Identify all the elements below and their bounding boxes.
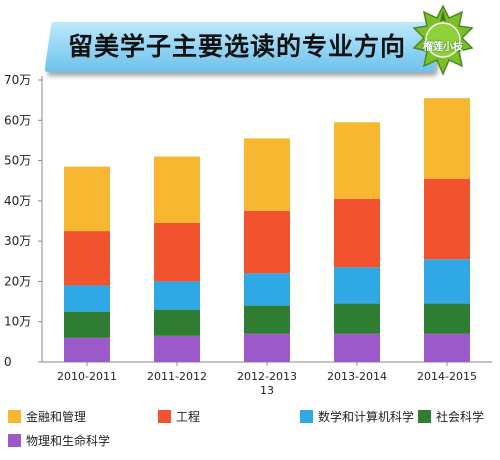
bar-segment [334, 333, 380, 362]
legend-label: 数学和计算机科学 [318, 409, 415, 424]
bar-segment [154, 309, 200, 336]
badge-inner-circle [425, 22, 461, 58]
bar-segment [64, 285, 110, 312]
legend-item: 工程 [158, 408, 200, 424]
legend-swatch [158, 409, 171, 423]
x-tick-label: 2013-2014 [327, 370, 387, 383]
bar-segment [424, 259, 470, 304]
bar-segment [64, 166, 110, 232]
x-tick-label: 13 [260, 384, 274, 397]
y-tick-label: 60万 [4, 113, 31, 127]
legend-item: 物理和生命科学 [8, 432, 110, 448]
bar-segment [334, 122, 380, 199]
y-tick-label: 40万 [4, 194, 31, 208]
bar-segment [424, 178, 470, 260]
bar-segment [244, 138, 290, 211]
bar-segment [424, 303, 470, 334]
bar-segment [424, 98, 470, 179]
y-tick-label: 70万 [4, 73, 31, 87]
y-tick-label: 0 [4, 355, 12, 369]
x-tick-label: 2012-2013 [237, 370, 297, 383]
legend-label: 社会科学 [436, 409, 485, 424]
bar-segment [244, 305, 290, 334]
y-tick-label: 30万 [4, 234, 31, 248]
bar-segment [154, 335, 200, 362]
legend-item: 数学和计算机科学 [300, 408, 414, 424]
legend-item: 金融和管理 [8, 408, 86, 424]
x-tick-label: 2011-2012 [147, 370, 207, 383]
bar-segment [334, 198, 380, 268]
legend-swatch [8, 433, 21, 447]
legend-swatch [418, 409, 431, 423]
y-tick-label: 20万 [4, 274, 31, 288]
legend-label: 工程 [176, 409, 201, 424]
bar-segment [154, 223, 200, 282]
bar-segment [64, 337, 110, 362]
badge-text: 榴莲小枝 [423, 42, 463, 53]
bar-segment [154, 156, 200, 224]
legend-swatch [8, 409, 21, 423]
legend-swatch [300, 409, 313, 423]
bar-segment [64, 231, 110, 286]
bar-segment [334, 303, 380, 334]
badge-leaf-icon [440, 10, 446, 22]
legend-label: 金融和管理 [26, 409, 87, 424]
y-tick-label: 10万 [4, 315, 31, 329]
legend-label: 物理和生命科学 [26, 433, 111, 448]
durian-badge-logo [412, 4, 474, 76]
bar-segment [64, 311, 110, 338]
chart-title: 留美学子主要选读的专业方向 [68, 32, 407, 61]
y-tick-label: 50万 [4, 154, 31, 168]
bar-segment [154, 281, 200, 310]
x-tick-label: 2014-2015 [417, 370, 477, 383]
bar-segment [244, 333, 290, 362]
bar-segment [334, 267, 380, 304]
x-tick-label: 2010-2011 [57, 370, 117, 383]
bar-segment [244, 273, 290, 306]
bar-segment [424, 333, 470, 362]
legend-item: 社会科学 [418, 408, 484, 424]
bar-segment [244, 210, 290, 274]
